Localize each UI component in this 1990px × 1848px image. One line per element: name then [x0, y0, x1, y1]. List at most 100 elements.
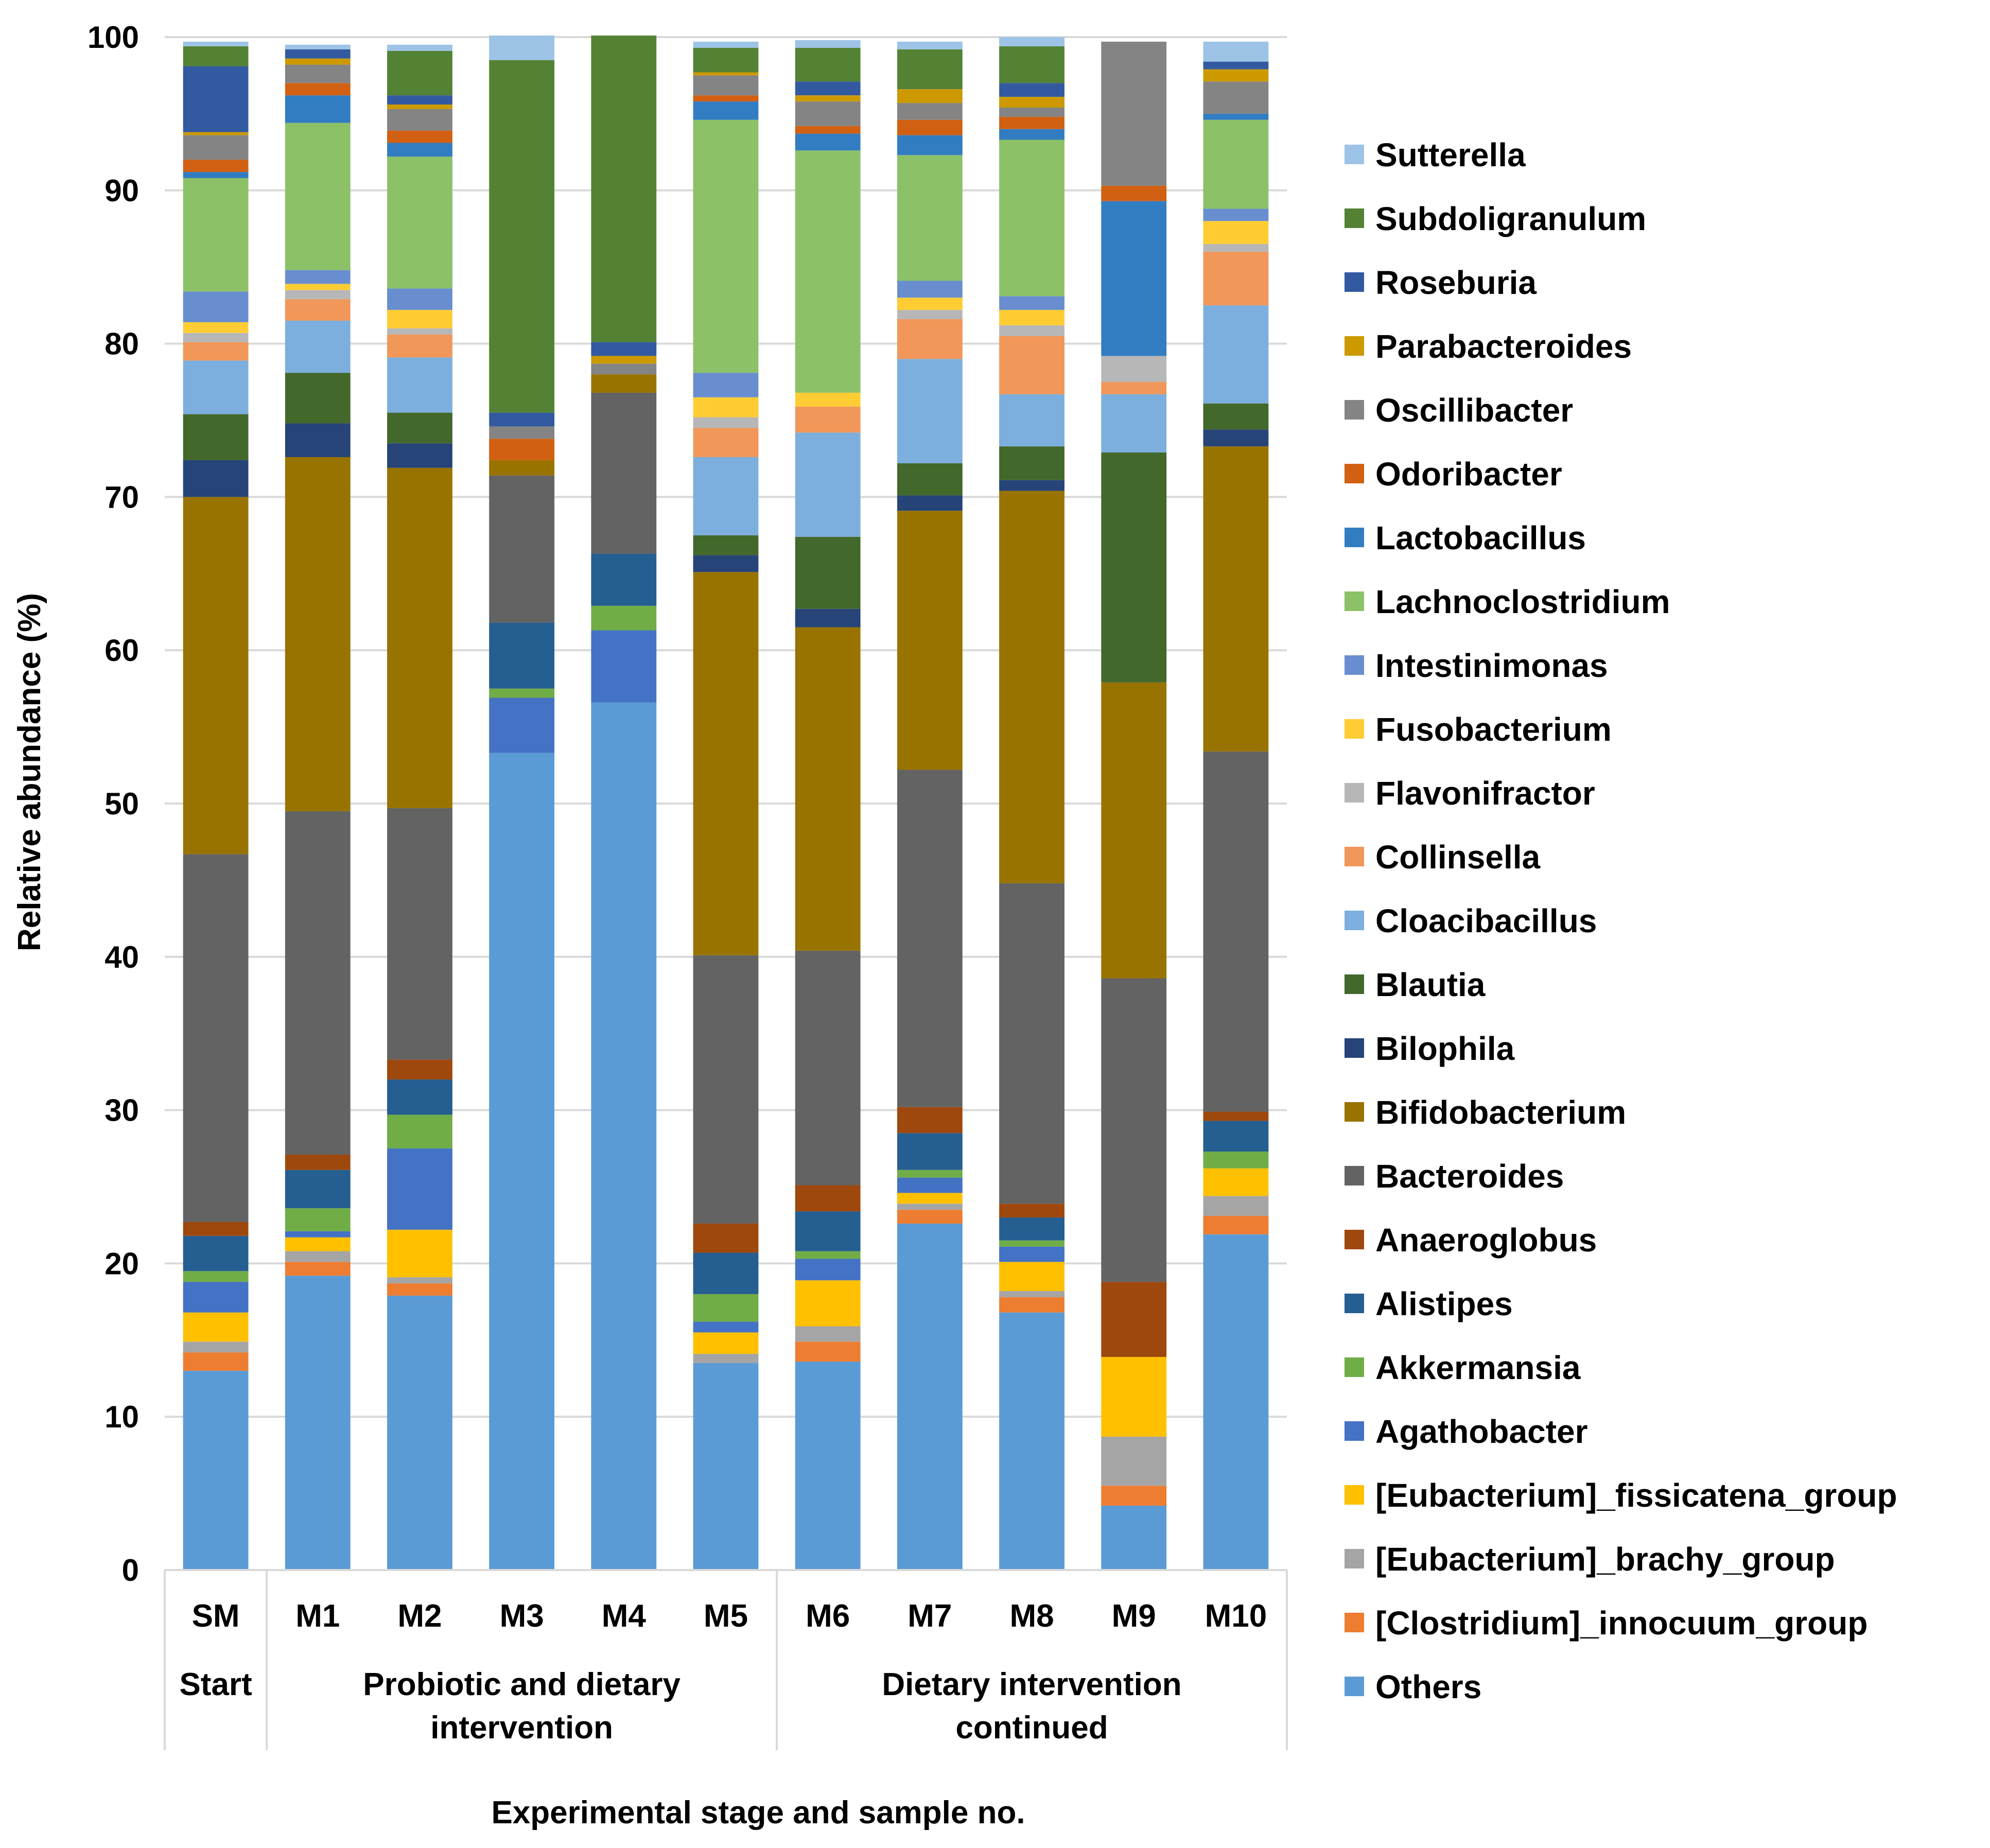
bar-segment-m4-others [591, 702, 657, 1570]
bar-segment-m3-alistipes [489, 622, 555, 689]
legend-label: Lactobacillus [1375, 519, 1586, 556]
bar-segment-m9-oscillibacter [1101, 41, 1167, 186]
legend-swatch-anaeroglobus [1345, 1230, 1364, 1249]
bar-segment-m6-roseburia [795, 81, 861, 96]
legend-label: Akkermansia [1375, 1349, 1581, 1386]
bar-segment-m7-clostridium-innocuum-group [897, 1210, 963, 1224]
legend-label: Parabacteroides [1375, 328, 1632, 365]
bar-segment-m5-sutterella [693, 41, 759, 48]
bar-segment-sm-blautia [183, 414, 249, 460]
bar-segment-m8-alistipes [999, 1217, 1064, 1241]
bar-segment-m2-cloacibacillus [387, 357, 452, 413]
bar-segment-m2-clostridium-innocuum-group [387, 1283, 452, 1296]
legend-label: Blautia [1375, 966, 1486, 1003]
bar-segment-sm-oscillibacter [183, 135, 249, 160]
y-tick-label: 100 [88, 20, 139, 55]
bar-segment-m8-eubacterium-brachy-group [999, 1291, 1064, 1297]
legend-swatch-clostridium-innocuum-group [1345, 1613, 1364, 1632]
bar-segment-m6-sutterella [795, 40, 861, 48]
bar-segment-m8-odoribacter [999, 116, 1064, 129]
bar-segment-sm-lactobacillus [183, 172, 249, 178]
legend-label: Collinsella [1375, 839, 1541, 876]
bar-segment-m7-oscillibacter [897, 103, 963, 120]
bar-segment-sm-others [183, 1370, 249, 1570]
bar-segment-m8-bacteroides [999, 883, 1064, 1204]
x-tick-label: M1 [295, 1598, 340, 1634]
bar-segment-m5-bilophila [693, 555, 759, 572]
bar-segment-m8-intestinimonas [999, 296, 1064, 310]
bar-segment-m3-agathobacter [489, 698, 555, 753]
bar-segment-m10-flavonifractor [1203, 244, 1269, 252]
bar-segment-m9-eubacterium-fissicatena-group [1101, 1357, 1167, 1437]
bar-segment-m4-roseburia [591, 342, 657, 356]
bar-segment-m6-others [795, 1361, 861, 1570]
bar-segment-m10-anaeroglobus [1203, 1111, 1269, 1121]
bar-segment-m1-lachnoclostridium [285, 123, 351, 270]
bar-segment-m4-oscillibacter [591, 363, 657, 375]
bar-segment-m2-odoribacter [387, 130, 452, 143]
y-tick-label: 30 [104, 1093, 139, 1128]
bar-segment-m9-flavonifractor [1101, 356, 1167, 382]
legend-label: Oscillibacter [1375, 392, 1573, 429]
legend-swatch-roseburia [1345, 272, 1364, 292]
bar-segment-m4-parabacteroides [591, 356, 657, 364]
legend-label: Bilophila [1375, 1030, 1515, 1067]
bar-segment-sm-fusobacterium [183, 322, 249, 333]
x-tick-label: SM [192, 1598, 240, 1634]
bar-segment-m1-cloacibacillus [285, 320, 351, 373]
y-tick-label: 50 [104, 787, 139, 821]
bar-segment-m5-parabacteroides [693, 72, 759, 76]
bar-segment-sm-eubacterium-fissicatena-group [183, 1312, 249, 1342]
bar-segment-m3-roseburia [489, 412, 555, 427]
bar-segment-m8-flavonifractor [999, 325, 1064, 336]
bar-segment-m6-alistipes [795, 1211, 861, 1251]
x-tick-label: M3 [500, 1598, 544, 1634]
bar-segment-m6-lachnoclostridium [795, 150, 861, 393]
legend-swatch-akkermansia [1345, 1357, 1364, 1377]
stage-label: continued [955, 1710, 1108, 1746]
bar-segment-m5-bacteroides [693, 955, 759, 1224]
bar-segment-m6-eubacterium-brachy-group [795, 1326, 861, 1342]
bar-segment-m1-others [285, 1276, 351, 1570]
bar-segment-m1-bifidobacterium [285, 457, 351, 811]
legend-label: [Eubacterium]_brachy_group [1375, 1541, 1835, 1578]
legend: Sutterella Subdoligranulum Roseburia Paraba… [1345, 136, 1897, 1705]
bar-segment-m10-lachnoclostridium [1203, 119, 1269, 209]
bar-segment-m8-sutterella [999, 37, 1064, 46]
bar-segment-m5-blautia [693, 535, 759, 555]
bar-segment-m2-fusobacterium [387, 310, 452, 328]
bar-segment-m4-alistipes [591, 553, 657, 606]
bar-segment-m2-oscillibacter [387, 109, 452, 131]
legend-swatch-odoribacter [1345, 464, 1364, 483]
bar-segment-m1-odoribacter [285, 83, 351, 96]
bar-segment-m9-lactobacillus [1101, 201, 1167, 356]
bar-segment-m10-eubacterium-brachy-group [1203, 1196, 1269, 1216]
bar-segment-m4-bacteroides [591, 392, 657, 554]
x-tick-label: M10 [1205, 1598, 1267, 1634]
bar-segment-m2-others [387, 1295, 452, 1570]
stage-label: Dietary intervention [882, 1667, 1181, 1702]
legend-swatch-oscillibacter [1345, 400, 1364, 420]
legend-label: Fusobacterium [1375, 711, 1612, 748]
bar-segment-m2-bifidobacterium [387, 467, 452, 808]
bar-segment-m5-subdoligranulum [693, 47, 759, 73]
bar-segment-m2-roseburia [387, 95, 452, 105]
bar-segment-m2-bacteroides [387, 808, 452, 1060]
legend-swatch-blautia [1345, 974, 1364, 994]
bar-segment-m3-bacteroides [489, 475, 555, 623]
bar-segment-m5-cloacibacillus [693, 457, 759, 535]
bar-segment-m7-lactobacillus [897, 135, 963, 155]
legend-label: Intestinimonas [1375, 647, 1608, 684]
bar-segment-m7-akkermansia [897, 1170, 963, 1178]
bar-segment-sm-anaeroglobus [183, 1222, 249, 1236]
bar-segment-m8-cloacibacillus [999, 394, 1064, 447]
y-axis-ticks: 0 10 20 30 40 50 60 70 80 90 100 [88, 20, 139, 1588]
bar-segment-m8-clostridium-innocuum-group [999, 1297, 1064, 1313]
stage-label: Probiotic and dietary [363, 1667, 680, 1702]
bar-segment-m6-lactobacillus [795, 133, 861, 151]
bar-segment-m5-fusobacterium [693, 397, 759, 417]
bar-segment-m10-akkermansia [1203, 1152, 1269, 1169]
bar-segment-m2-eubacterium-brachy-group [387, 1277, 452, 1284]
bar-segment-m10-sutterella [1203, 41, 1269, 62]
legend-label: Anaeroglobus [1375, 1222, 1597, 1259]
